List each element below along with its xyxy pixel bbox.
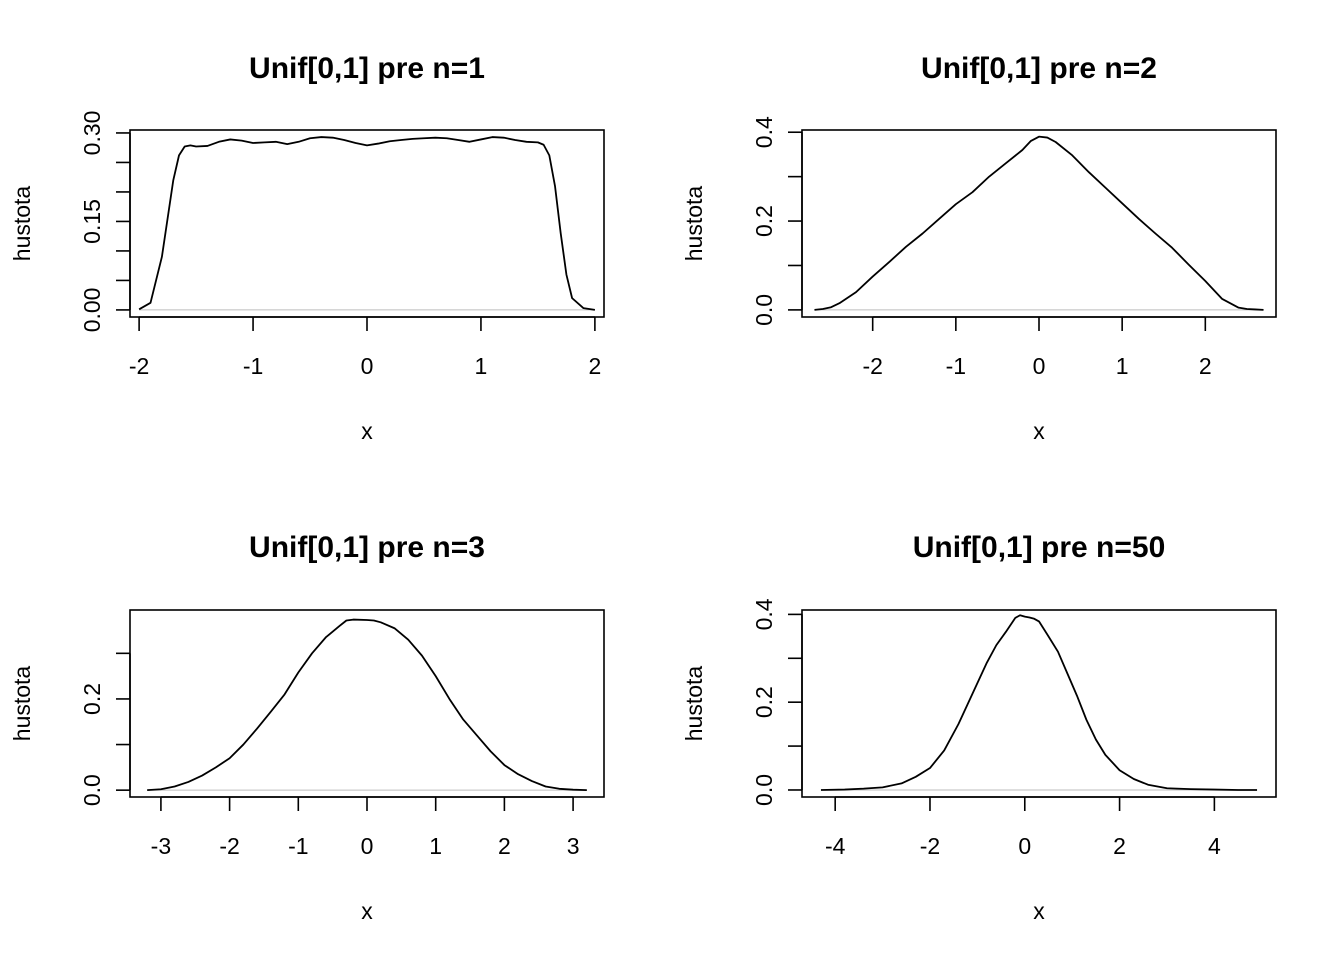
y-tick-label: 0.4 [751,116,777,148]
y-axis-label: hustota [681,666,707,742]
x-tick-label: 1 [1116,353,1129,379]
x-tick-label: 1 [429,833,442,859]
x-axis: -3 -2 -1 0 1 2 3 [151,796,580,859]
x-tick-label: 4 [1208,833,1221,859]
x-axis-label: x [361,898,373,924]
y-tick-label: 0.0 [751,774,777,806]
x-axis-label: x [1033,418,1045,444]
y-axis-label: hustota [9,666,35,742]
chart-title: Unif[0,1] pre n=50 [913,531,1166,564]
x-tick-label: -2 [219,833,239,859]
x-tick-label: 3 [567,833,580,859]
chart-title: Unif[0,1] pre n=3 [249,531,485,564]
x-tick-label: 2 [498,833,511,859]
x-tick-label: -3 [151,833,171,859]
y-tick-label: 0.0 [79,774,105,806]
chart-panel-4: Unif[0,1] pre n=50 -4 -2 0 2 4 0.0 0.2 0.4 x husto… [681,531,1277,924]
density-line [147,618,587,792]
chart-panel-2: Unif[0,1] pre n=2 -2 -1 0 1 2 0.0 0.2 0.4 x hustot… [681,52,1277,444]
x-tick-label: 0 [1018,833,1031,859]
y-tick-label: 0.2 [79,683,105,715]
density-line [820,614,1258,791]
x-tick-label: -1 [946,353,966,379]
x-tick-label: 2 [1113,833,1126,859]
chart-panel-3: Unif[0,1] pre n=3 -3 -2 -1 0 1 2 3 0.0 0.2 x hustot… [9,531,605,924]
x-tick-label: -2 [920,833,940,859]
x-tick-label: 2 [588,353,601,379]
x-tick-label: -1 [288,833,308,859]
y-axis: 0.0 0.2 0.4 [751,598,803,806]
x-axis: -2 -1 0 1 2 [862,316,1212,379]
y-tick-label: 0.4 [751,598,777,630]
x-tick-label: 0 [361,353,374,379]
x-tick-label: -2 [862,353,882,379]
x-tick-label: -2 [129,353,149,379]
y-axis: 0.0 0.2 [79,652,131,806]
x-axis: -2 -1 0 1 2 [129,316,601,379]
y-axis-label: hustota [681,186,707,262]
chart-title: Unif[0,1] pre n=2 [921,52,1157,85]
y-tick-label: 0.2 [751,686,777,718]
x-axis-label: x [361,418,373,444]
y-axis: 0.00 0.15 0.30 [79,111,131,333]
plot-frame [129,609,605,798]
y-axis: 0.0 0.2 0.4 [751,116,803,326]
y-tick-label: 0.30 [79,111,105,156]
y-tick-label: 0.15 [79,199,105,244]
plot-frame [801,609,1277,798]
y-tick-label: 0.0 [751,294,777,326]
x-tick-label: 0 [1033,353,1046,379]
plot-frame [801,129,1277,318]
x-axis: -4 -2 0 2 4 [825,796,1221,859]
x-tick-label: 2 [1199,353,1212,379]
y-tick-label: 0.2 [751,205,777,237]
x-tick-label: 1 [475,353,488,379]
density-line [138,136,596,311]
x-tick-label: -4 [825,833,846,859]
y-tick-label: 0.00 [79,288,105,333]
x-tick-label: -1 [243,353,263,379]
x-tick-label: 0 [361,833,374,859]
plot-frame [129,129,605,318]
x-axis-label: x [1033,898,1045,924]
density-line [814,135,1264,311]
chart-panel-1: Unif[0,1] pre n=1 -2 -1 0 1 2 0.00 0.15 0.30 x hus… [9,52,605,444]
y-axis-label: hustota [9,186,35,262]
chart-title: Unif[0,1] pre n=1 [249,52,485,85]
